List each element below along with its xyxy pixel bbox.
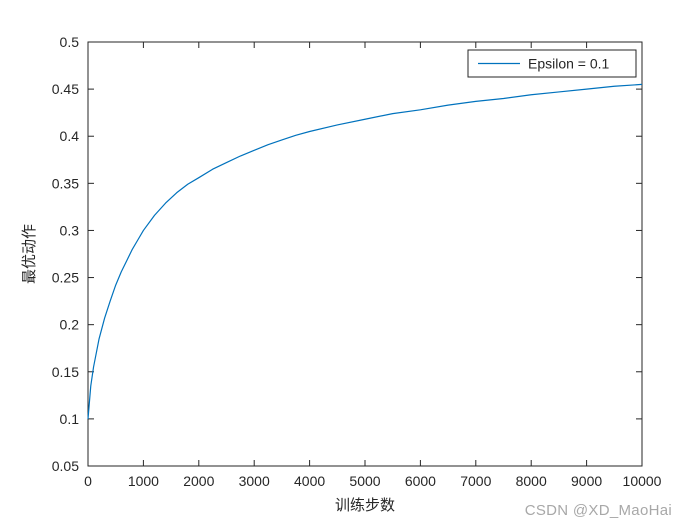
series-line: [87, 83, 643, 419]
y-tick-label: 0.25: [52, 270, 79, 286]
y-tick-label: 0.05: [52, 458, 79, 474]
legend-box: [467, 49, 637, 78]
y-tick-label: 0.15: [52, 364, 79, 380]
y-axis-label: 最优动作: [21, 224, 38, 284]
y-tick-label: 0.1: [60, 411, 80, 427]
watermark-text: CSDN @XD_MaoHai: [524, 502, 672, 519]
x-tick-label: 9000: [571, 473, 602, 489]
x-tick-label: 6000: [405, 473, 436, 489]
y-tick-label: 0.45: [52, 81, 79, 97]
y-tick-label: 0.4: [60, 128, 80, 144]
x-tick-label: 5000: [349, 473, 380, 489]
x-tick-label: 3000: [239, 473, 270, 489]
legend-label: Epsilon = 0.1: [528, 56, 610, 72]
y-tick-label: 0.35: [52, 175, 79, 191]
x-axis-label: 训练步数: [335, 497, 395, 514]
x-tick-label: 0: [84, 473, 92, 489]
x-tick-label: 7000: [460, 473, 491, 489]
axes-box: [87, 41, 643, 467]
y-tick-label: 0.3: [60, 222, 80, 238]
x-tick-label: 1000: [128, 473, 159, 489]
y-tick-label: 0.2: [60, 317, 80, 333]
x-tick-label: 4000: [294, 473, 325, 489]
x-tick-label: 8000: [516, 473, 547, 489]
x-tick-label: 10000: [623, 473, 662, 489]
y-tick-label: 0.5: [60, 34, 80, 50]
x-tick-label: 2000: [183, 473, 214, 489]
